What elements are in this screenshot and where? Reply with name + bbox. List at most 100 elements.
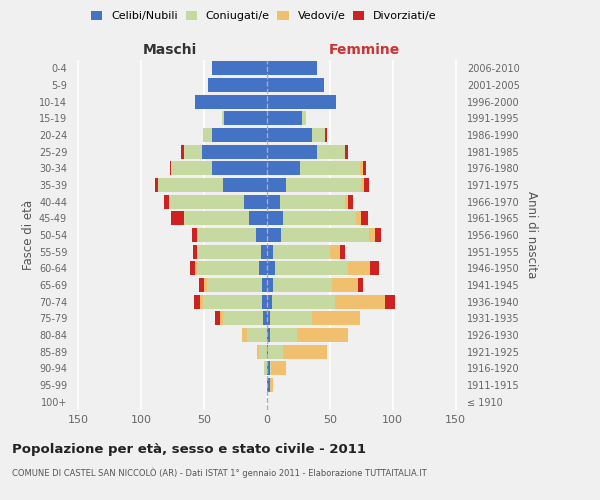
Bar [220,311,223,326]
Bar [358,278,362,292]
Bar [198,244,261,259]
Bar [325,128,328,142]
Bar [206,278,262,292]
Bar [200,294,203,308]
Bar [172,211,184,226]
Bar [194,294,200,308]
Bar [347,194,353,209]
Bar [244,194,267,209]
Bar [203,294,262,308]
Bar [267,361,269,376]
Bar [340,244,345,259]
Bar [181,144,184,159]
Bar [271,361,286,376]
Bar [267,194,280,209]
Bar [280,194,345,209]
Bar [267,344,268,358]
Bar [259,261,267,276]
Bar [259,344,267,358]
Bar [170,161,172,176]
Bar [375,228,382,242]
Text: Maschi: Maschi [142,42,197,56]
Bar [286,178,361,192]
Bar [193,244,197,259]
Bar [256,228,267,242]
Bar [267,211,283,226]
Bar [267,278,273,292]
Bar [345,194,347,209]
Bar [275,261,347,276]
Bar [158,178,223,192]
Bar [169,194,244,209]
Bar [190,261,195,276]
Bar [242,328,247,342]
Bar [247,328,267,342]
Bar [195,261,197,276]
Bar [302,112,306,126]
Bar [273,244,330,259]
Y-axis label: Fasce di età: Fasce di età [22,200,35,270]
Bar [222,112,224,126]
Bar [317,144,345,159]
Bar [215,311,220,326]
Bar [184,211,250,226]
Y-axis label: Anni di nascita: Anni di nascita [525,192,538,278]
Text: COMUNE DI CASTEL SAN NICCOLÒ (AR) - Dati ISTAT 1° gennaio 2011 - Elaborazione TU: COMUNE DI CASTEL SAN NICCOLÒ (AR) - Dati… [12,468,427,478]
Bar [281,228,369,242]
Bar [191,228,197,242]
Bar [208,78,267,92]
Bar [267,261,275,276]
Bar [330,244,340,259]
Bar [297,328,347,342]
Bar [272,294,335,308]
Bar [335,294,385,308]
Bar [267,178,286,192]
Bar [283,344,328,358]
Bar [223,311,263,326]
Bar [332,278,358,292]
Bar [312,311,360,326]
Bar [164,194,169,209]
Bar [283,211,356,226]
Bar [269,311,312,326]
Bar [203,128,212,142]
Bar [267,294,272,308]
Bar [267,244,273,259]
Bar [370,261,379,276]
Bar [273,278,332,292]
Bar [184,144,202,159]
Bar [198,228,256,242]
Bar [257,344,259,358]
Bar [262,278,267,292]
Bar [385,294,395,308]
Text: Femmine: Femmine [329,42,400,56]
Bar [269,328,297,342]
Bar [197,244,198,259]
Bar [212,128,267,142]
Bar [202,144,267,159]
Bar [347,261,370,276]
Bar [212,161,267,176]
Bar [212,61,267,76]
Bar [155,178,158,192]
Bar [195,94,267,109]
Bar [369,228,375,242]
Bar [262,294,267,308]
Bar [269,378,273,392]
Bar [361,178,364,192]
Bar [362,161,367,176]
Bar [224,112,267,126]
Bar [267,61,317,76]
Bar [268,344,283,358]
Bar [267,144,317,159]
Bar [267,128,312,142]
Bar [267,378,269,392]
Bar [267,112,302,126]
Bar [356,211,361,226]
Bar [269,361,271,376]
Bar [267,228,281,242]
Bar [267,328,269,342]
Bar [360,161,362,176]
Bar [345,144,347,159]
Bar [197,228,198,242]
